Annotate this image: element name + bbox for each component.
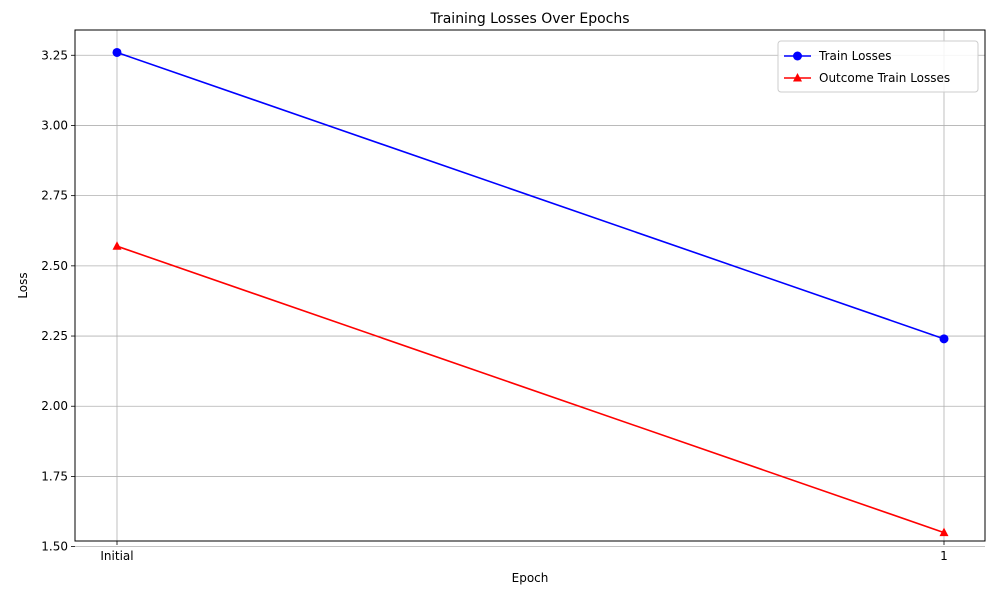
series-line bbox=[116, 245, 945, 534]
series-line bbox=[116, 51, 945, 340]
axis-ticks: 1.50 1.75 2.00 2.25 2.50 2.75 3.00 3.25 Initial 1 bbox=[41, 48, 948, 563]
y-tick-label: 2.25 bbox=[41, 329, 68, 343]
data-point bbox=[112, 47, 122, 57]
legend-item: Train Losses bbox=[784, 49, 892, 63]
legend-box bbox=[777, 40, 979, 93]
series-0 bbox=[112, 47, 949, 344]
x-axis-title: Epoch bbox=[512, 571, 549, 585]
y-tick-label: 2.75 bbox=[41, 189, 68, 203]
y-axis-title: Loss bbox=[16, 272, 30, 298]
data-point bbox=[939, 527, 949, 537]
series-lines bbox=[112, 47, 949, 537]
data-point bbox=[939, 334, 949, 344]
y-tick-label: 3.00 bbox=[41, 118, 68, 132]
chart-title: Training Losses Over Epochs bbox=[429, 11, 629, 27]
y-tick-label: 2.00 bbox=[41, 399, 68, 413]
y-tick-label: 3.25 bbox=[41, 48, 68, 62]
legend-label: Outcome Train Losses bbox=[819, 71, 950, 85]
y-tick-label: 2.50 bbox=[41, 259, 68, 273]
data-point bbox=[112, 241, 122, 250]
plot-area-frame bbox=[74, 29, 986, 542]
x-tick-label: 1 bbox=[940, 549, 948, 563]
y-tick-label: 1.75 bbox=[41, 469, 68, 483]
x-tick-label: Initial bbox=[100, 549, 133, 563]
legend-marker bbox=[793, 73, 802, 82]
legend: Train Losses Outcome Train Losses bbox=[777, 40, 979, 93]
legend-item: Outcome Train Losses bbox=[784, 71, 950, 85]
y-tick-label: 1.50 bbox=[41, 540, 68, 554]
legend-marker bbox=[793, 51, 802, 61]
legend-label: Train Losses bbox=[818, 49, 892, 63]
series-1 bbox=[112, 241, 949, 537]
